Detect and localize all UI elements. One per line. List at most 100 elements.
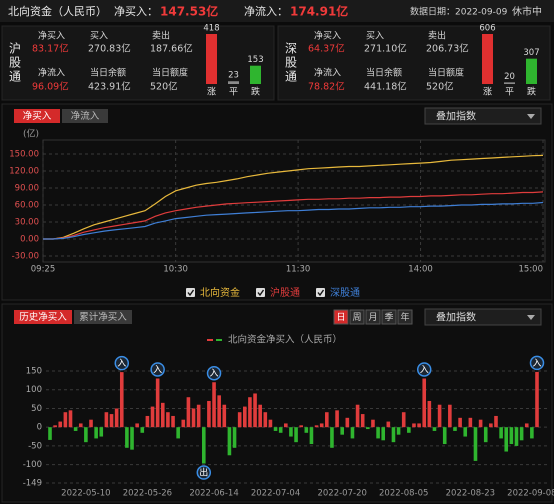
- breadth-bar: [526, 58, 537, 84]
- bar: [355, 404, 360, 428]
- period-button[interactable]: [397, 309, 413, 325]
- signal-marker: [114, 355, 130, 371]
- dropdown[interactable]: [424, 308, 542, 326]
- bar: [232, 427, 237, 448]
- bar: [212, 382, 216, 428]
- tab-label[interactable]: 历史净买入: [19, 311, 67, 323]
- x-tick-label: 2022-09-08: [507, 489, 554, 499]
- y-tick-label: 150.00: [9, 150, 39, 160]
- bar: [309, 427, 314, 445]
- period-label[interactable]: 年: [400, 311, 409, 323]
- bar: [237, 412, 242, 428]
- bar: [360, 414, 365, 428]
- y-tick-label: -100: [23, 460, 42, 470]
- dropdown-label[interactable]: 叠加指数: [436, 110, 476, 123]
- field-label: 净买入: [38, 30, 65, 42]
- bar: [407, 427, 411, 433]
- period-label[interactable]: 日: [336, 312, 345, 323]
- bar: [442, 427, 447, 445]
- breadth-label: 平: [229, 87, 238, 98]
- bar: [432, 427, 437, 431]
- breadth-count: 153: [247, 55, 263, 65]
- chart-panel: [1, 103, 553, 301]
- y-tick-label: -149: [23, 479, 42, 489]
- bar: [140, 427, 145, 433]
- signal-label: 入: [153, 364, 162, 375]
- bar: [535, 371, 539, 428]
- breadth-count: 20: [504, 72, 515, 82]
- x-tick-label: 2022-08-23: [446, 489, 495, 499]
- bar: [114, 408, 119, 428]
- field-label: 净买入: [314, 30, 341, 42]
- legend-label: 北向资金净买入（人民币）: [228, 334, 342, 346]
- period-label[interactable]: 季: [384, 311, 393, 323]
- bar: [109, 414, 114, 428]
- bar: [299, 425, 303, 428]
- bar: [130, 427, 134, 450]
- breadth-bar: [228, 81, 239, 84]
- legend-label[interactable]: 深股通: [330, 287, 360, 299]
- header-title: 北向资金（人民币）: [8, 4, 107, 18]
- bar: [427, 400, 432, 428]
- y-tick-label: 150: [26, 367, 42, 377]
- x-tick-label: 15:00: [519, 265, 544, 275]
- period-label[interactable]: 月: [368, 312, 377, 323]
- breadth-bar: [504, 82, 515, 84]
- bar: [273, 427, 278, 431]
- bar: [376, 427, 380, 439]
- tab[interactable]: [74, 310, 132, 324]
- dropdown[interactable]: [424, 107, 542, 125]
- bar: [468, 417, 473, 428]
- tab[interactable]: [14, 109, 60, 123]
- bar: [207, 400, 211, 428]
- tab-label[interactable]: 累计净买入: [79, 311, 127, 323]
- legend-checkbox[interactable]: [186, 288, 195, 297]
- period-button[interactable]: [349, 309, 365, 325]
- period-button[interactable]: [365, 309, 381, 325]
- field-label: 买入: [366, 31, 384, 42]
- y-tick-label: -30.00: [12, 252, 39, 262]
- dropdown-arrow: [527, 114, 535, 119]
- signal-marker: [416, 362, 432, 377]
- field-value: 270.83亿: [88, 43, 131, 55]
- period-label[interactable]: 周: [352, 312, 361, 323]
- x-tick-label: 2022-08-05: [379, 489, 428, 499]
- bar: [325, 412, 329, 428]
- signal-marker: [206, 365, 222, 381]
- legend-checkbox[interactable]: [256, 288, 265, 297]
- x-tick-label: 10:30: [163, 265, 188, 275]
- bar: [94, 427, 98, 439]
- y-tick-label: 100: [26, 385, 42, 395]
- bar: [68, 410, 73, 428]
- bar: [478, 419, 483, 428]
- breadth-label: 平: [505, 87, 514, 98]
- signal-label: 入: [420, 364, 429, 375]
- signal-label: 入: [117, 358, 126, 369]
- legend-checkbox[interactable]: [316, 288, 325, 297]
- bar: [524, 423, 529, 428]
- bar: [196, 404, 201, 428]
- tab-label[interactable]: 净买入: [23, 110, 52, 122]
- period-button[interactable]: [381, 309, 397, 325]
- bar: [499, 427, 503, 439]
- bar: [268, 419, 273, 428]
- period-button[interactable]: [333, 309, 349, 325]
- bar: [263, 412, 268, 428]
- x-tick-label: 11:30: [286, 265, 311, 275]
- bar: [473, 427, 478, 461]
- legend-label[interactable]: 沪股通: [270, 286, 300, 299]
- field-value: 520亿: [150, 81, 178, 93]
- tab[interactable]: [14, 310, 72, 324]
- bar: [335, 410, 339, 428]
- dropdown-label[interactable]: 叠加指数: [436, 311, 476, 324]
- tab[interactable]: [62, 109, 108, 123]
- net-inflow-label: 净流入：: [244, 4, 288, 18]
- legend-label[interactable]: 北向资金: [200, 286, 240, 299]
- bar: [78, 423, 83, 428]
- bar: [253, 393, 257, 428]
- bar: [243, 406, 247, 428]
- bar: [145, 415, 150, 428]
- bar: [176, 427, 180, 439]
- tab-label[interactable]: 净流入: [71, 110, 100, 122]
